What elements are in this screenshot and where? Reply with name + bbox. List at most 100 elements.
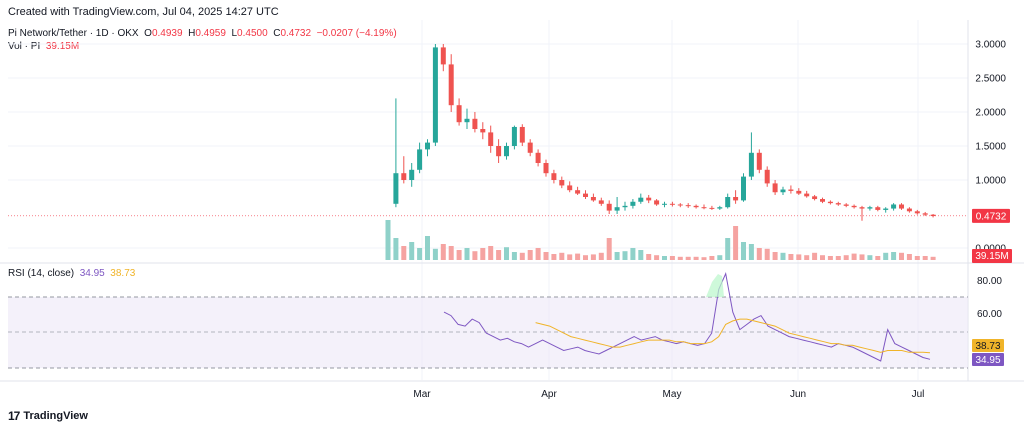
low-value: 0.4500 — [237, 28, 268, 39]
candle-body — [788, 189, 794, 191]
volume-bar — [748, 244, 754, 260]
volume-bar — [804, 255, 810, 260]
price-tick-label: 2.0000 — [975, 108, 1006, 119]
time-tick-label: Jun — [790, 389, 806, 400]
volume-bar — [725, 238, 731, 260]
candle-body — [772, 183, 778, 193]
volume-bar — [527, 250, 533, 260]
volume-bar — [385, 220, 391, 260]
volume-bar — [511, 252, 517, 260]
volume-bar — [464, 248, 470, 260]
rsi-label[interactable]: RSI (14, close) — [8, 268, 75, 279]
candle-body — [488, 132, 494, 146]
volume-bar — [575, 253, 581, 260]
rsi-legend: RSI (14, close) 34.95 38.73 — [8, 268, 135, 279]
high-value: 0.4959 — [195, 28, 226, 39]
candle-body — [567, 185, 573, 191]
candle-body — [677, 204, 683, 206]
volume-bar — [914, 256, 920, 260]
volume-bar — [504, 247, 509, 260]
candle-body — [835, 203, 841, 205]
volume-bar — [425, 236, 430, 260]
volume-bar — [646, 254, 652, 260]
candle-body — [654, 200, 660, 205]
candle-body — [472, 118, 478, 129]
price-tick-label: 2.5000 — [975, 74, 1006, 85]
candle-body — [519, 126, 525, 143]
candle-body — [535, 152, 541, 163]
rsi-overbought-fill — [706, 274, 724, 297]
candle-body — [448, 64, 454, 106]
candle-body — [543, 163, 549, 174]
candle-body — [748, 152, 754, 177]
change-value: −0.0207 (−4.19%) — [316, 28, 397, 39]
volume-bar — [440, 244, 446, 260]
volume-bar — [622, 251, 628, 260]
volume-bar — [701, 257, 707, 260]
time-tick-label: Jul — [912, 389, 925, 400]
time-tick-label: Apr — [541, 389, 557, 400]
open-value: 0.4939 — [151, 28, 183, 39]
candle-body — [764, 169, 770, 184]
candle-body — [741, 176, 746, 201]
candle-body — [590, 197, 596, 201]
candle-body — [393, 173, 399, 204]
price-tick-label: 1.0000 — [975, 176, 1006, 187]
candle-body — [646, 197, 652, 201]
volume-bar — [930, 256, 936, 260]
symbol-name[interactable]: Pi Network/Tether · 1D · OKX — [8, 28, 139, 39]
axes: 3.00002.50002.00001.50001.00000.00000.47… — [413, 40, 1012, 400]
candle-body — [598, 200, 604, 204]
volume-bar — [606, 238, 612, 260]
candle-body — [409, 169, 415, 180]
volume-bar — [559, 252, 565, 260]
volume-label[interactable]: Vol · PI — [8, 41, 41, 52]
volume-bar — [906, 254, 912, 260]
candle-body — [843, 204, 849, 206]
volume-bar — [677, 256, 683, 260]
open-label: O — [144, 28, 152, 39]
volume-bar — [756, 248, 762, 260]
volume-bar — [456, 250, 462, 260]
candle-body — [899, 204, 904, 209]
candle-body — [669, 203, 675, 205]
high-label: H — [188, 28, 196, 39]
rsi-ma-value: 38.73 — [110, 268, 136, 279]
volume-bar — [875, 256, 881, 260]
candle-body — [883, 208, 889, 210]
rsi-band — [8, 296, 968, 369]
last-price-badge — [972, 208, 1010, 223]
candle-body — [504, 146, 509, 157]
volume-bar — [709, 256, 715, 260]
candle-body — [701, 207, 707, 209]
volume-bar — [851, 253, 857, 260]
candle-body — [583, 193, 588, 197]
candle-body — [559, 180, 565, 186]
candle-body — [417, 149, 423, 170]
volume-badge-label: 39.15M — [975, 251, 1008, 262]
candle-body — [709, 207, 715, 209]
volume-bar — [812, 252, 818, 260]
brand-name: TradingView — [23, 410, 88, 422]
volume-bar — [780, 252, 786, 260]
volume-bar — [614, 252, 620, 260]
volume-bar — [891, 252, 897, 260]
volume-bar — [669, 256, 675, 260]
volume-bar — [899, 252, 904, 260]
volume-bar — [835, 256, 841, 260]
candle-body — [867, 207, 873, 209]
rsi-tick-label: 80.00 — [977, 276, 1002, 287]
rsi-ma-line — [535, 318, 931, 354]
candle-body — [480, 129, 486, 133]
candle-body — [614, 207, 620, 211]
candle-body — [575, 190, 581, 194]
volume-bar — [922, 256, 928, 260]
candle-body — [780, 189, 786, 193]
candle-body — [662, 203, 667, 205]
candle-body — [756, 152, 762, 170]
candle-body — [606, 203, 612, 211]
volume-bar — [535, 248, 541, 260]
close-value: 0.4732 — [280, 28, 312, 39]
volume-bar — [859, 254, 865, 260]
